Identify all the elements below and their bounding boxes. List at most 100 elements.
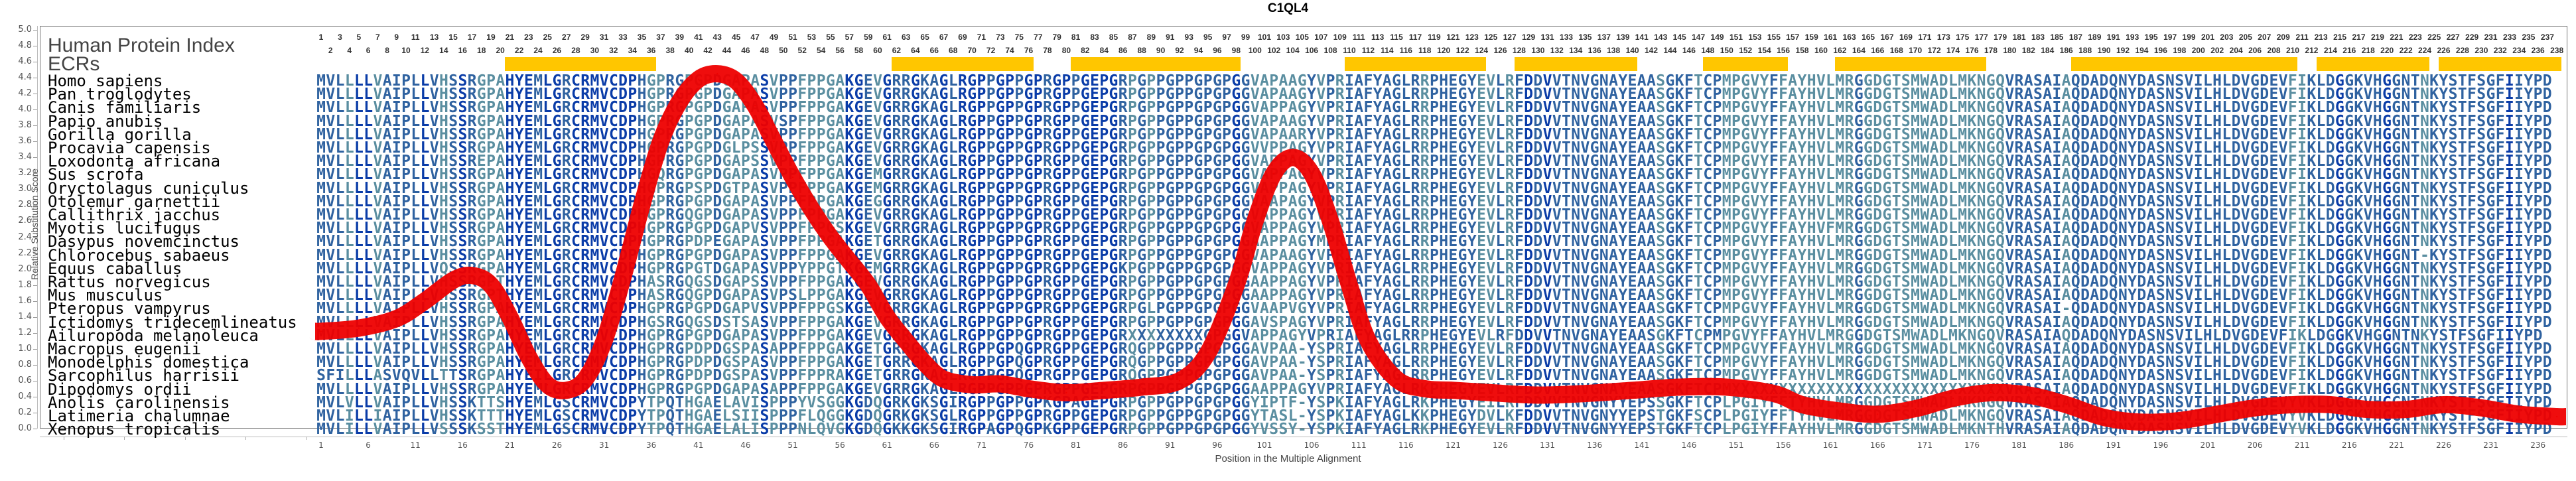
- species-name: Ictidomys tridecemlineatus: [48, 312, 297, 332]
- column-number: 178: [1984, 46, 1998, 55]
- column-number: 5: [356, 33, 362, 42]
- x-tick-label: 56: [835, 441, 845, 450]
- x-tick-label: 221: [2388, 441, 2404, 450]
- column-number: 218: [2361, 46, 2375, 55]
- y-tick-mark: [33, 221, 37, 222]
- column-number: 66: [929, 46, 939, 55]
- column-number: 136: [1588, 46, 1601, 55]
- column-number: 119: [1428, 33, 1441, 42]
- column-number: 103: [1276, 33, 1290, 42]
- column-number: 10: [401, 46, 411, 55]
- x-tick-label: 131: [1540, 441, 1556, 450]
- column-number: 211: [2295, 33, 2309, 42]
- column-number: 227: [2446, 33, 2460, 42]
- column-number: 14: [439, 46, 448, 55]
- y-tick-label: 1.2: [18, 327, 32, 338]
- column-number: 231: [2484, 33, 2498, 42]
- column-number: 12: [420, 46, 430, 55]
- y-tick-label: 3.4: [18, 152, 32, 163]
- column-number: 156: [1777, 46, 1791, 55]
- column-number: 94: [1193, 46, 1203, 55]
- x-tick-label: 41: [693, 441, 704, 450]
- species-name: Latimeria chalumnae: [48, 407, 230, 425]
- column-number: 210: [2285, 46, 2299, 55]
- y-tick-label: 5.0: [18, 25, 32, 34]
- x-tick-label: 146: [1681, 441, 1697, 450]
- species-name: Dasypus novemcinctus: [48, 232, 239, 251]
- column-number: 74: [1005, 46, 1014, 55]
- column-number: 46: [741, 46, 750, 55]
- column-number: 112: [1361, 46, 1375, 55]
- column-number: 37: [656, 33, 665, 42]
- column-number: 204: [2229, 46, 2243, 55]
- x-tick-label: 206: [2247, 441, 2263, 450]
- column-number: 63: [901, 33, 911, 42]
- y-tick-label: 4.0: [18, 104, 32, 115]
- y-tick-label: 3.6: [18, 136, 32, 147]
- x-tick-label: 21: [504, 441, 515, 450]
- column-number: 207: [2258, 33, 2271, 42]
- column-number: 17: [467, 33, 477, 42]
- column-number: 223: [2408, 33, 2422, 42]
- column-number: 169: [1899, 33, 1913, 42]
- column-number: 226: [2437, 46, 2451, 55]
- ecr-bar: [1344, 57, 1487, 71]
- column-number: 131: [1540, 33, 1554, 42]
- column-number: 141: [1635, 33, 1649, 42]
- column-number: 4: [347, 46, 352, 55]
- column-number: 48: [760, 46, 769, 55]
- column-number: 220: [2380, 46, 2394, 55]
- column-number: 1: [318, 33, 324, 42]
- column-number: 188: [2078, 46, 2092, 55]
- column-number: 13: [429, 33, 439, 42]
- column-number: 124: [1475, 46, 1489, 55]
- column-number: 35: [637, 33, 647, 42]
- column-number: 9: [394, 33, 399, 42]
- species-name: Monodelphis domestica: [48, 353, 249, 372]
- column-number: 19: [486, 33, 496, 42]
- species-name: Gorilla gorilla: [48, 125, 192, 144]
- column-number: 22: [514, 46, 524, 55]
- column-number: 82: [1081, 46, 1090, 55]
- column-number: 30: [590, 46, 600, 55]
- column-number: 186: [2059, 46, 2073, 55]
- column-number: 208: [2267, 46, 2281, 55]
- ecr-bar: [2070, 57, 2298, 71]
- y-tick-mark: [33, 364, 37, 366]
- column-number: 214: [2323, 46, 2337, 55]
- header-human-protein-index: Human Protein Index: [48, 34, 235, 56]
- column-number: 80: [1061, 46, 1071, 55]
- species-name: Oryctolagus cuniculus: [48, 178, 249, 198]
- y-tick-label: 1.6: [18, 295, 32, 306]
- x-tick-label: 196: [2153, 441, 2169, 450]
- column-number: 166: [1871, 46, 1885, 55]
- column-number: 97: [1222, 33, 1231, 42]
- x-tick-label: 96: [1212, 441, 1223, 450]
- column-number: 76: [1024, 46, 1034, 55]
- species-name: Otolemur garnettii: [48, 192, 221, 211]
- y-tick-label: 3.2: [18, 168, 32, 178]
- column-number: 171: [1918, 33, 1932, 42]
- chart-title: C1QL4: [1267, 1, 1309, 15]
- column-number: 73: [996, 33, 1005, 42]
- ecr-bar: [892, 57, 1034, 71]
- x-tick-mark: [124, 437, 125, 440]
- x-tick-mark: [245, 437, 246, 440]
- column-number: 170: [1909, 46, 1923, 55]
- x-tick-label: 171: [1917, 441, 1932, 450]
- column-number: 27: [562, 33, 571, 42]
- column-number: 146: [1682, 46, 1696, 55]
- column-number: 98: [1231, 46, 1241, 55]
- column-number: 127: [1503, 33, 1517, 42]
- column-number: 114: [1381, 46, 1394, 55]
- column-number: 68: [949, 46, 958, 55]
- column-number: 45: [731, 33, 741, 42]
- x-tick-label: 86: [1118, 441, 1128, 450]
- column-number: 154: [1757, 46, 1771, 55]
- column-number: 212: [2305, 46, 2319, 55]
- column-number: 219: [2370, 33, 2384, 42]
- column-number: 205: [2238, 33, 2252, 42]
- y-tick-label: 1.0: [18, 343, 32, 354]
- column-number: 191: [2106, 33, 2120, 42]
- column-number: 15: [448, 33, 458, 42]
